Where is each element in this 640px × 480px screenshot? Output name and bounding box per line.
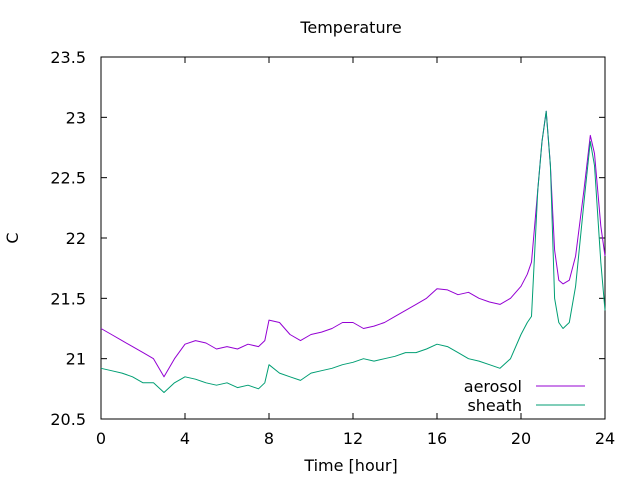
x-tick-label: 20	[511, 429, 531, 448]
series-layer	[100, 110, 606, 393]
y-tick-label: 23	[66, 108, 86, 127]
y-tick-label: 22.5	[50, 169, 86, 188]
plot-frame	[100, 56, 606, 420]
y-axis-label: C	[3, 232, 22, 243]
legend-label-sheath: sheath	[467, 396, 522, 415]
y-tick-label: 22	[66, 229, 86, 248]
y-axis-ticks: 20.5 21 21.5 22 22.5 23 23.5	[50, 48, 605, 429]
chart-title: Temperature	[299, 18, 401, 37]
y-tick-label: 21	[66, 350, 86, 369]
x-tick-label: 0	[96, 429, 106, 448]
y-tick-label: 21.5	[50, 289, 86, 308]
legend-label-aerosol: aerosol	[464, 377, 522, 396]
x-axis-label: Time [hour]	[303, 456, 397, 475]
y-tick-label: 23.5	[50, 48, 86, 67]
x-tick-label: 4	[180, 429, 190, 448]
y-tick-label: 20.5	[50, 410, 86, 429]
x-axis-ticks: 0 4 8 12 16 20 24	[96, 57, 615, 448]
x-tick-label: 24	[595, 429, 615, 448]
x-tick-label: 8	[264, 429, 274, 448]
series-line-sheath	[100, 110, 606, 393]
x-tick-label: 12	[343, 429, 363, 448]
series-line-aerosol	[100, 110, 606, 378]
x-tick-label: 16	[427, 429, 447, 448]
